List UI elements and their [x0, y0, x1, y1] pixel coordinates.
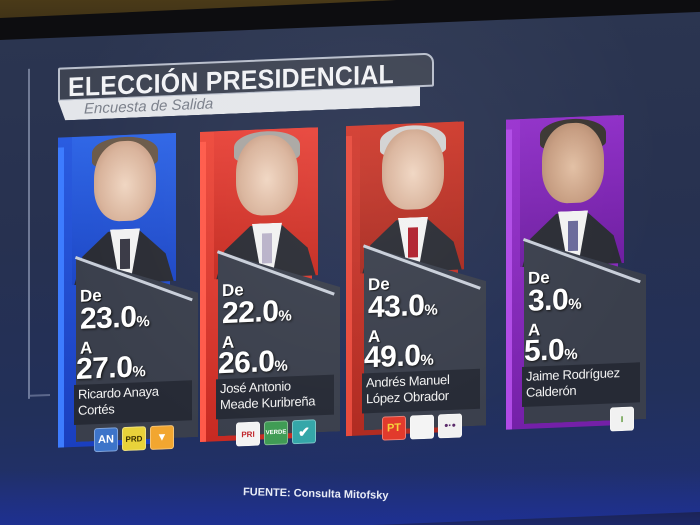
candidate-card-anaya: De 23.0% A 27.0% Ricardo Anaya Cortés AN… — [58, 132, 208, 468]
party-logos: AN PRD ▼ — [94, 425, 174, 453]
candidate-name: Ricardo Anaya Cortés — [74, 380, 192, 426]
frame-line — [30, 393, 50, 397]
accent-strip — [506, 129, 512, 430]
party-logos: PRI VERDE ✔ — [236, 419, 316, 447]
pes-logo-icon: •·• — [438, 413, 462, 439]
prd-logo-icon: PRD — [122, 426, 146, 452]
from-value: 23.0% — [80, 300, 150, 336]
candidate-name: José Antonio Meade Kuribreña — [216, 374, 334, 420]
to-value: 49.0% — [364, 339, 434, 375]
bottom-glow — [0, 470, 700, 525]
pan-logo-icon: AN — [94, 427, 118, 453]
candidate-card-meade: De 22.0% A 26.0% José Antonio Meade Kuri… — [200, 126, 350, 462]
to-value: 27.0% — [76, 350, 146, 386]
party-logos: PT •·• — [382, 413, 462, 441]
pvem-logo-icon: VERDE — [264, 420, 288, 446]
panal-logo-icon: ✔ — [292, 419, 316, 445]
frame-line — [28, 68, 30, 399]
title-banner: ELECCIÓN PRESIDENCIAL Encuesta de Salida — [58, 52, 434, 124]
accent-strip — [200, 141, 206, 442]
mc-logo-icon: ▼ — [150, 425, 174, 450]
candidate-card-lopez-obrador: De 43.0% A 49.0% Andrés Manuel López Obr… — [346, 120, 496, 456]
from-value: 43.0% — [368, 288, 438, 325]
accent-strip — [346, 135, 352, 437]
tv-screen: ELECCIÓN PRESIDENCIAL Encuesta de Salida… — [0, 11, 700, 525]
accent-strip — [58, 147, 64, 448]
from-value: 3.0% — [528, 283, 582, 318]
party-logos: ı — [610, 406, 634, 432]
candidate-name: Andrés Manuel López Obrador — [362, 368, 480, 414]
candidate-name: Jaime Rodríguez Calderón — [522, 362, 640, 408]
to-value: 26.0% — [218, 344, 288, 381]
pt-logo-icon: PT — [382, 415, 406, 441]
independiente-logo-icon: ı — [610, 406, 634, 432]
morena-logo-icon — [410, 414, 434, 440]
pri-logo-icon: PRI — [236, 421, 260, 447]
candidate-card-rodriguez: De 3.0% A 5.0% Jaime Rodríguez Calderón … — [506, 114, 656, 450]
from-value: 22.0% — [222, 294, 292, 331]
to-value: 5.0% — [524, 333, 578, 368]
